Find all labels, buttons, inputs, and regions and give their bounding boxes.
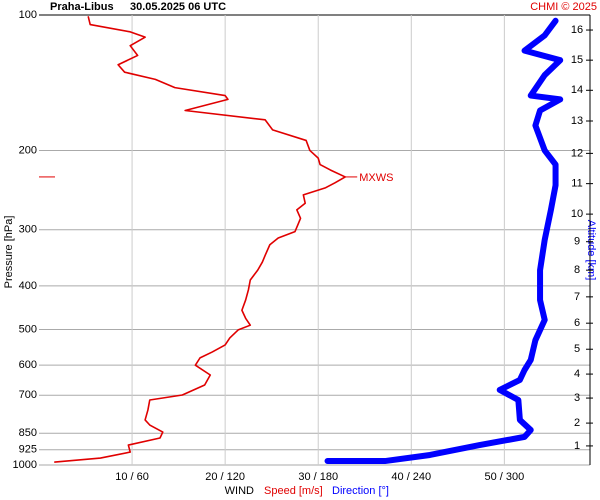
x-tick-label: 10 / 60: [115, 471, 149, 483]
y2-tick-label: 3: [574, 392, 580, 404]
y-tick-label: 850: [19, 427, 37, 439]
x-tick-label: 50 / 300: [484, 471, 524, 483]
y2-tick-label: 6: [574, 317, 580, 329]
y2-tick-label: 8: [574, 264, 580, 276]
y-tick-label: 200: [19, 144, 37, 156]
annotation: MXWS: [359, 172, 393, 184]
y-tick-label: 700: [19, 389, 37, 401]
y2-tick-label: 9: [574, 236, 580, 248]
x-axis-label: WIND: [225, 485, 254, 497]
x-axis-label-direction: Direction [°]: [332, 485, 389, 497]
y2-tick-label: 16: [571, 24, 583, 36]
y-tick-label: 400: [19, 280, 37, 292]
y2-tick-label: 14: [571, 84, 583, 96]
y2-tick-label: 7: [574, 291, 580, 303]
series-line: [54, 16, 347, 463]
y2-tick-label: 15: [571, 54, 583, 66]
y2-tick-label: 13: [571, 115, 583, 127]
y2-tick-label: 11: [571, 178, 582, 190]
y-axis-label: Pressure [hPa]: [3, 216, 15, 289]
chart-title: 30.05.2025 06 UTC: [130, 1, 226, 13]
y-tick-label: 300: [19, 224, 37, 236]
series-line: [324, 17, 564, 465]
y2-axis-label: Altitude [km]: [585, 220, 597, 281]
y2-tick-label: 1: [574, 440, 580, 452]
y-tick-label: 925: [19, 444, 37, 456]
station: Praha-Libus: [50, 1, 114, 13]
y-tick-label: 500: [19, 323, 37, 335]
x-tick-label: 20 / 120: [205, 471, 245, 483]
y2-tick-label: 10: [571, 208, 583, 220]
x-tick-label: 30 / 180: [298, 471, 338, 483]
y2-tick-label: 5: [574, 343, 580, 355]
y2-tick-label: 4: [574, 368, 580, 380]
y-tick-label: 1000: [13, 459, 37, 471]
x-axis-label-speed: Speed [m/s]: [264, 485, 323, 497]
y2-tick-label: 2: [574, 417, 580, 429]
x-tick-label: 40 / 240: [391, 471, 431, 483]
y2-tick-label: 12: [571, 147, 583, 159]
y-tick-label: 100: [19, 9, 37, 21]
y-tick-label: 600: [19, 359, 37, 371]
credit: CHMI © 2025: [530, 1, 597, 13]
